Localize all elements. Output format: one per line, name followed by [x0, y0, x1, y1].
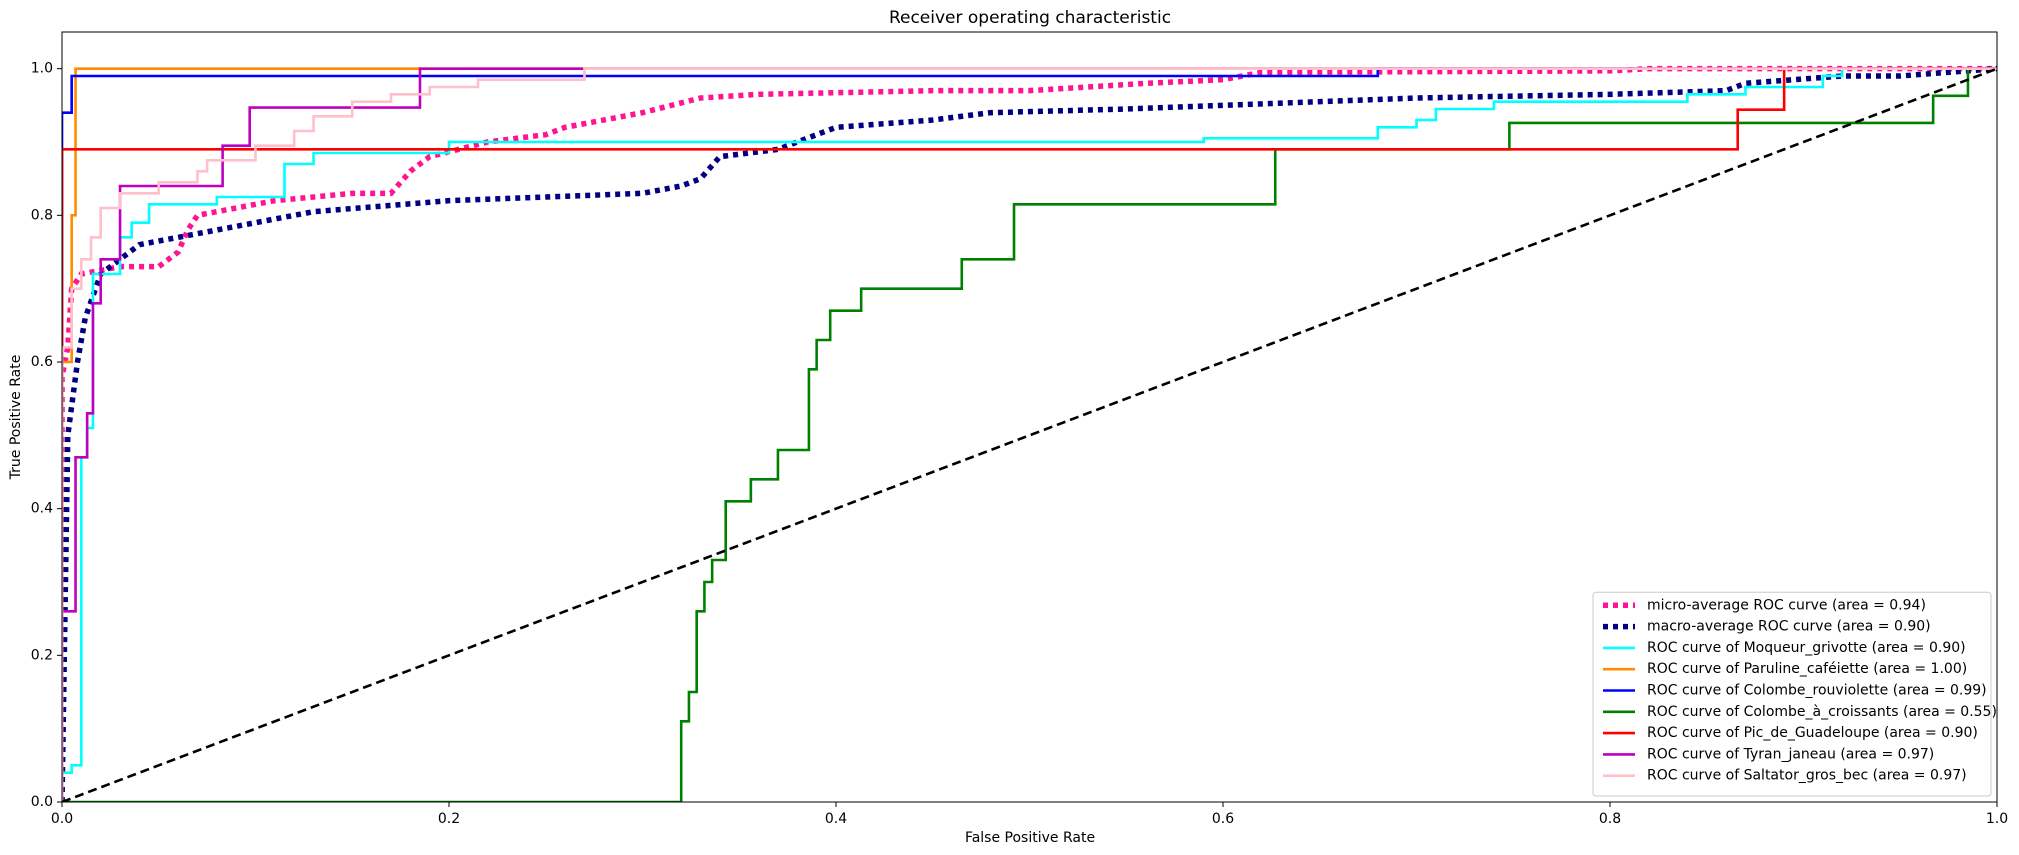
y-tick-label: 0.8 [31, 207, 53, 223]
plot-area [62, 65, 1997, 802]
legend-label: ROC curve of Pic_de_Guadeloupe (area = 0… [1647, 725, 1978, 741]
y-tick-label: 1.0 [31, 61, 53, 77]
legend-label: macro-average ROC curve (area = 0.90) [1647, 619, 1931, 635]
legend-label: ROC curve of Colombe_à_croissants (area … [1647, 704, 1997, 720]
y-tick-label: 0.6 [31, 354, 53, 370]
x-tick-label: 0.6 [1212, 811, 1234, 827]
legend-label: ROC curve of Tyran_janeau (area = 0.97) [1647, 746, 1934, 762]
legend-box [1592, 591, 1992, 797]
y-tick-label: 0.0 [31, 794, 53, 810]
roc-line [62, 67, 1997, 802]
legend-label: micro-average ROC curve (area = 0.94) [1647, 597, 1926, 613]
y-tick-label: 0.2 [31, 647, 53, 663]
chart-title: Receiver operating characteristic [889, 8, 1171, 28]
legend-label: ROC curve of Moqueur_grivotte (area = 0.… [1647, 640, 1966, 656]
plot-frame [61, 31, 1998, 803]
legend: micro-average ROC curve (area = 0.94) mac… [1592, 591, 1997, 797]
roc-line [62, 67, 1997, 802]
x-tick-label: 0.4 [825, 811, 847, 827]
legend-label: ROC curve of Colombe_rouviolette (area =… [1647, 683, 1987, 699]
x-tick-label: 0.8 [1599, 811, 1621, 827]
legend-label: ROC curve of Paruline_caféiette (area = … [1647, 661, 1967, 677]
x-tick-label: 0.2 [438, 811, 460, 827]
roc-line [62, 67, 1997, 802]
x-tick-label: 0.0 [51, 811, 73, 827]
y-tick-label: 0.4 [31, 501, 53, 517]
roc-line [62, 67, 1997, 802]
y-axis-label: True Positive Rate [8, 355, 24, 481]
x-tick-label: 1.0 [1986, 811, 2008, 827]
legend-label: ROC curve of Saltator_gros_bec (area = 0… [1647, 768, 1967, 784]
roc-line [62, 65, 1997, 802]
x-axis-label: False Positive Rate [965, 830, 1095, 846]
